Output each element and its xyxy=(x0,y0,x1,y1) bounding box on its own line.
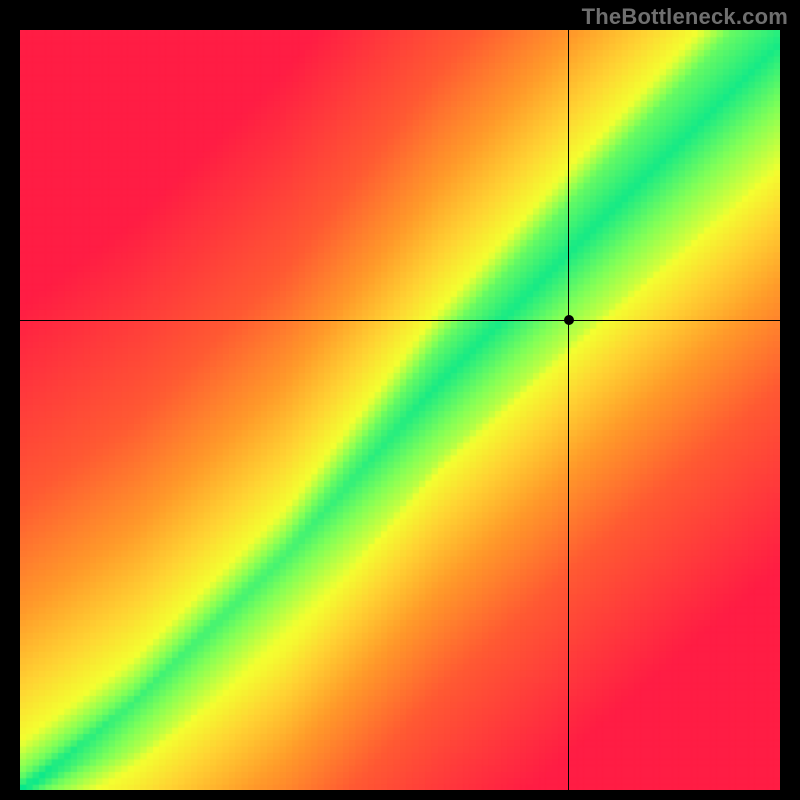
watermark-text: TheBottleneck.com xyxy=(582,4,788,30)
bottleneck-heatmap xyxy=(20,30,780,790)
chart-container: TheBottleneck.com xyxy=(0,0,800,800)
